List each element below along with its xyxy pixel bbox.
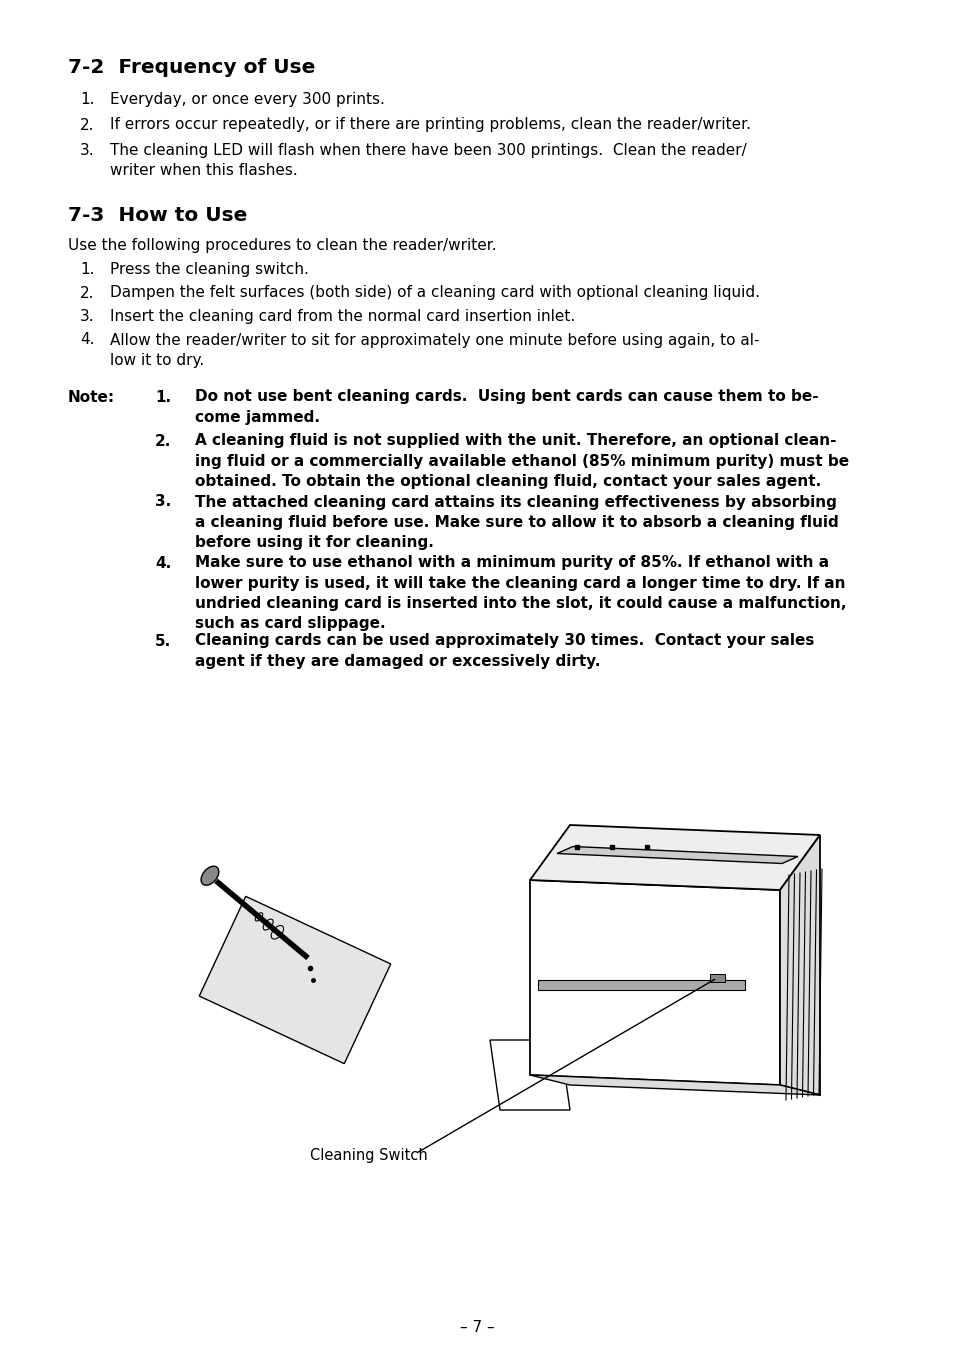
Text: The attached cleaning card attains its cleaning effectiveness by absorbing
a cle: The attached cleaning card attains its c… (194, 494, 838, 550)
Text: 2.: 2. (80, 118, 94, 133)
Text: The cleaning LED will flash when there have been 300 printings.  Clean the reade: The cleaning LED will flash when there h… (110, 144, 746, 179)
Text: Cleaning Switch: Cleaning Switch (310, 1148, 427, 1163)
Text: Cleaning cards can be used approximately 30 times.  Contact your sales
agent if : Cleaning cards can be used approximately… (194, 634, 814, 669)
Text: Make sure to use ethanol with a minimum purity of 85%. If ethanol with a
lower p: Make sure to use ethanol with a minimum … (194, 555, 845, 631)
Text: 3.: 3. (80, 144, 94, 158)
Text: Note:: Note: (68, 390, 115, 405)
Text: 4.: 4. (80, 333, 94, 348)
Bar (709, 974, 724, 982)
Polygon shape (530, 825, 820, 890)
Polygon shape (490, 1040, 569, 1110)
Text: Do not use bent cleaning cards.  Using bent cards can cause them to be-
come jam: Do not use bent cleaning cards. Using be… (194, 390, 818, 425)
Text: 3.: 3. (154, 494, 172, 509)
Text: If errors occur repeatedly, or if there are printing problems, clean the reader/: If errors occur repeatedly, or if there … (110, 118, 750, 133)
Text: 5.: 5. (154, 634, 172, 649)
Text: 4.: 4. (154, 555, 172, 570)
Text: Everyday, or once every 300 prints.: Everyday, or once every 300 prints. (110, 92, 384, 107)
Text: A cleaning fluid is not supplied with the unit. Therefore, an optional clean-
in: A cleaning fluid is not supplied with th… (194, 433, 848, 489)
Text: Press the cleaning switch.: Press the cleaning switch. (110, 263, 309, 278)
Text: Insert the cleaning card from the normal card insertion inlet.: Insert the cleaning card from the normal… (110, 309, 575, 324)
Polygon shape (557, 846, 797, 864)
Polygon shape (199, 896, 391, 1064)
Text: Dampen the felt surfaces (both side) of a cleaning card with optional cleaning l: Dampen the felt surfaces (both side) of … (110, 286, 760, 301)
Ellipse shape (201, 867, 218, 886)
Text: 2.: 2. (154, 433, 172, 448)
Text: 3.: 3. (80, 309, 94, 324)
Text: 1.: 1. (154, 390, 171, 405)
Polygon shape (530, 880, 780, 1085)
Text: 1.: 1. (80, 263, 94, 278)
Text: Use the following procedures to clean the reader/writer.: Use the following procedures to clean th… (68, 238, 497, 253)
Text: 1.: 1. (80, 92, 94, 107)
Polygon shape (530, 1075, 820, 1095)
Polygon shape (780, 835, 820, 1095)
Text: 7-3  How to Use: 7-3 How to Use (68, 206, 247, 225)
Bar (537, 980, 744, 990)
Text: 7-2  Frequency of Use: 7-2 Frequency of Use (68, 58, 315, 77)
Text: 2.: 2. (80, 286, 94, 301)
Text: Allow the reader/writer to sit for approximately one minute before using again, : Allow the reader/writer to sit for appro… (110, 333, 759, 368)
Text: – 7 –: – 7 – (459, 1320, 494, 1335)
